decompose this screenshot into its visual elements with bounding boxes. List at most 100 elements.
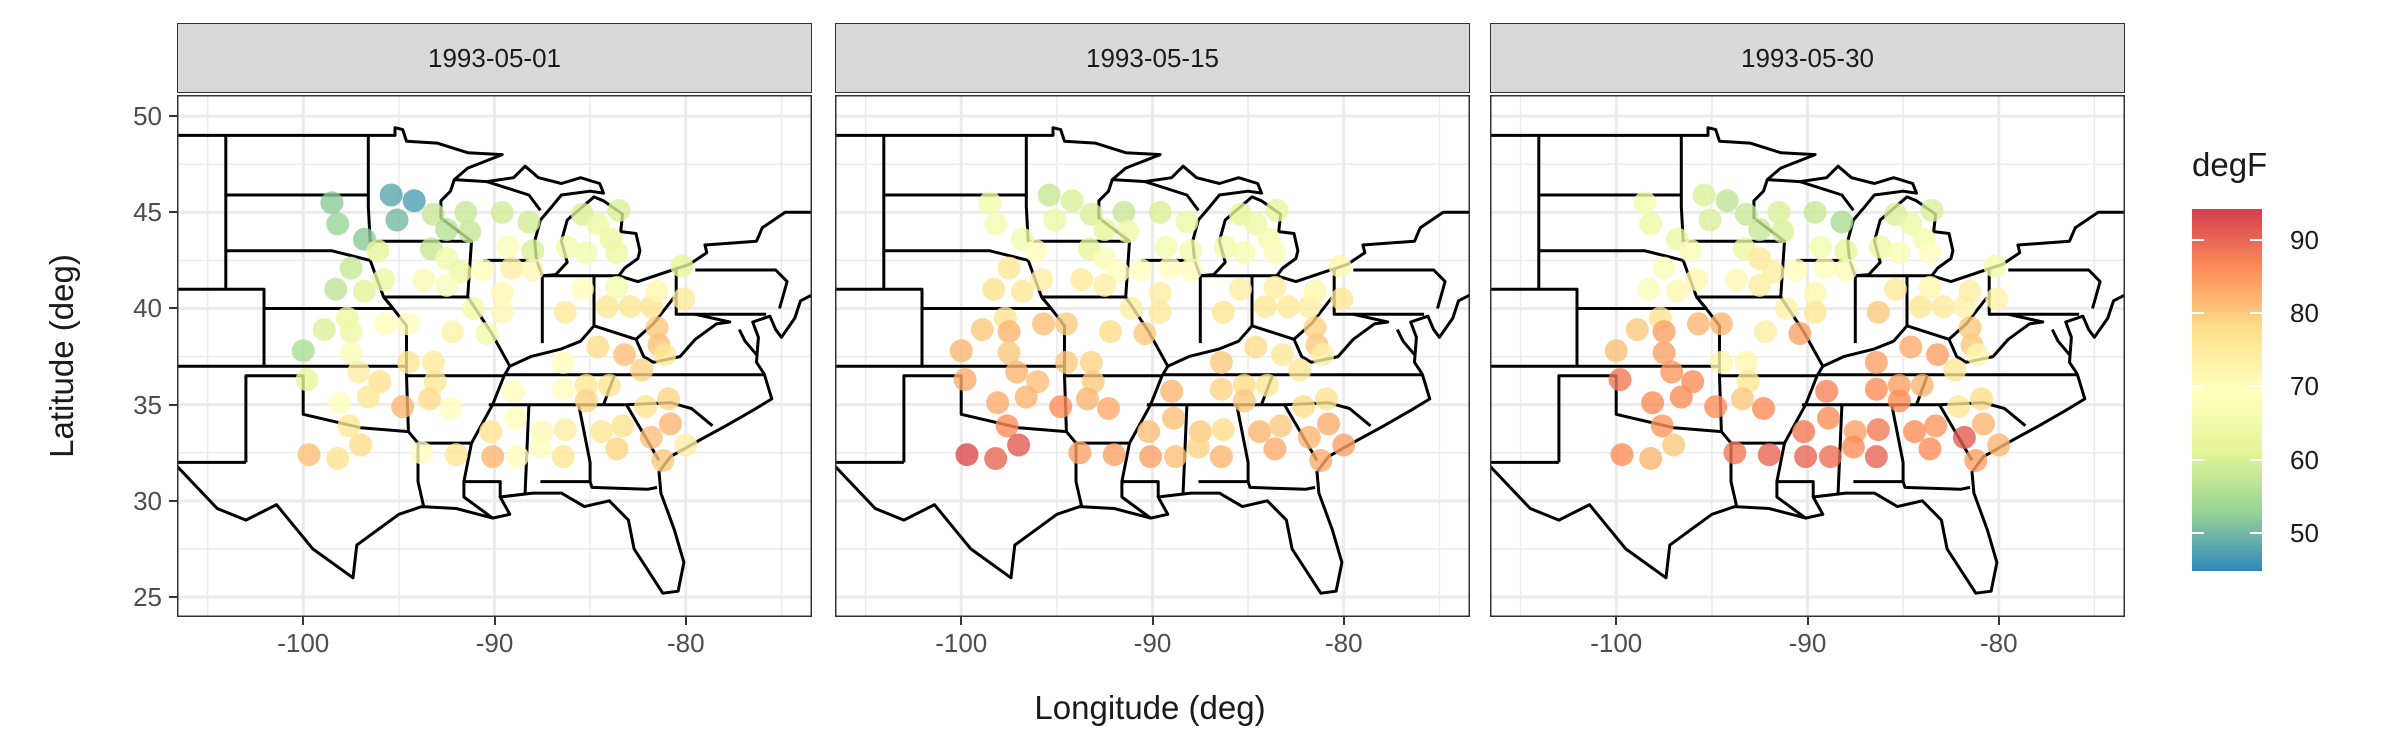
y-axis-title: Latitude (deg) <box>43 254 80 458</box>
state-boundary <box>177 293 812 595</box>
station-point <box>1918 241 1942 265</box>
station-point <box>475 321 499 345</box>
station-point <box>500 256 524 280</box>
station-point <box>1316 412 1340 436</box>
state-boundary <box>1024 135 1130 243</box>
station-point <box>1079 350 1103 374</box>
station-point <box>1119 296 1143 320</box>
station-point <box>1244 212 1268 236</box>
station-point <box>1253 295 1277 319</box>
x-tick-mark <box>1997 617 2000 625</box>
state-boundary <box>1292 312 1390 364</box>
y-tick-label: 40 <box>133 293 162 324</box>
state-boundary <box>883 249 1029 262</box>
station-point <box>605 275 629 299</box>
state-boundary <box>1144 180 1200 212</box>
station-point <box>396 350 420 374</box>
station-point <box>570 277 594 301</box>
station-point <box>1943 358 1967 382</box>
state-boundary <box>1775 481 1807 520</box>
station-point <box>645 279 669 303</box>
station-point <box>1918 275 1942 299</box>
station-point <box>1263 437 1287 461</box>
station-point <box>949 339 973 363</box>
station-point <box>1947 395 1971 419</box>
station-point <box>496 235 520 259</box>
x-tick-mark <box>1151 617 1154 625</box>
station-point <box>1269 414 1293 438</box>
station-point <box>1841 435 1865 459</box>
station-point <box>997 256 1021 280</box>
station-point <box>440 320 464 344</box>
station-point <box>1129 258 1153 282</box>
legend-title: degF <box>2192 146 2268 183</box>
station-point <box>674 433 698 457</box>
station-point <box>1288 358 1312 382</box>
state-boundary <box>1198 480 1316 491</box>
facet-strip-3: 1993-05-30 <box>1490 23 2125 93</box>
station-point <box>1924 414 1948 438</box>
state-boundary <box>737 328 758 356</box>
station-point <box>630 358 654 382</box>
station-point <box>1958 279 1982 303</box>
station-point <box>1211 418 1235 442</box>
y-tick-mark <box>169 211 177 214</box>
station-point <box>454 200 478 224</box>
state-boundary <box>2050 328 2071 356</box>
station-point <box>481 445 505 469</box>
state-boundary <box>1836 404 1844 494</box>
station-point <box>551 445 575 469</box>
station-point <box>1899 335 1923 359</box>
station-point <box>1054 312 1078 336</box>
station-point <box>1315 387 1339 411</box>
station-point <box>1817 406 1841 430</box>
state-boundary <box>462 481 494 520</box>
station-point <box>435 218 459 242</box>
station-point <box>1985 287 2009 311</box>
station-point <box>1232 389 1256 413</box>
station-point <box>1952 425 1976 449</box>
x-tick-label: -100 <box>1590 628 1643 658</box>
station-point <box>1815 379 1839 403</box>
state-boundary <box>1557 374 1722 463</box>
panel-border <box>177 95 812 617</box>
station-point <box>1794 445 1818 469</box>
station-point <box>1158 256 1182 280</box>
x-tick-mark <box>684 617 687 625</box>
station-point <box>504 406 528 430</box>
station-point <box>1102 443 1126 467</box>
station-point <box>1332 433 1356 457</box>
state-boundary <box>1947 312 2045 364</box>
station-point <box>586 212 610 236</box>
station-point <box>1162 406 1186 430</box>
station-point <box>421 350 445 374</box>
station-point <box>1081 370 1105 394</box>
station-point <box>1818 445 1842 469</box>
station-point <box>1650 414 1674 438</box>
y-tick-label: 35 <box>133 389 162 420</box>
station-point <box>1698 208 1722 232</box>
station-point <box>1970 387 1994 411</box>
legend-tick-mark <box>2192 312 2204 315</box>
station-point <box>1303 316 1327 340</box>
y-tick-label: 50 <box>133 101 162 132</box>
station-point <box>672 287 696 311</box>
map-panel-2 <box>835 95 1470 617</box>
station-point <box>1030 268 1054 292</box>
state-boundary <box>177 287 266 367</box>
station-point <box>1137 420 1161 444</box>
station-point <box>1179 239 1203 263</box>
station-point <box>1148 300 1172 324</box>
station-point <box>1652 320 1676 344</box>
station-point <box>1610 443 1634 467</box>
station-point <box>1660 360 1684 384</box>
station-point <box>997 320 1021 344</box>
state-boundary <box>523 404 531 494</box>
state-boundary <box>1395 328 1416 356</box>
station-point <box>366 239 390 263</box>
station-point <box>978 191 1002 215</box>
station-point <box>1784 258 1808 282</box>
station-point <box>326 447 350 471</box>
station-point <box>320 191 344 215</box>
station-point <box>1788 321 1812 345</box>
